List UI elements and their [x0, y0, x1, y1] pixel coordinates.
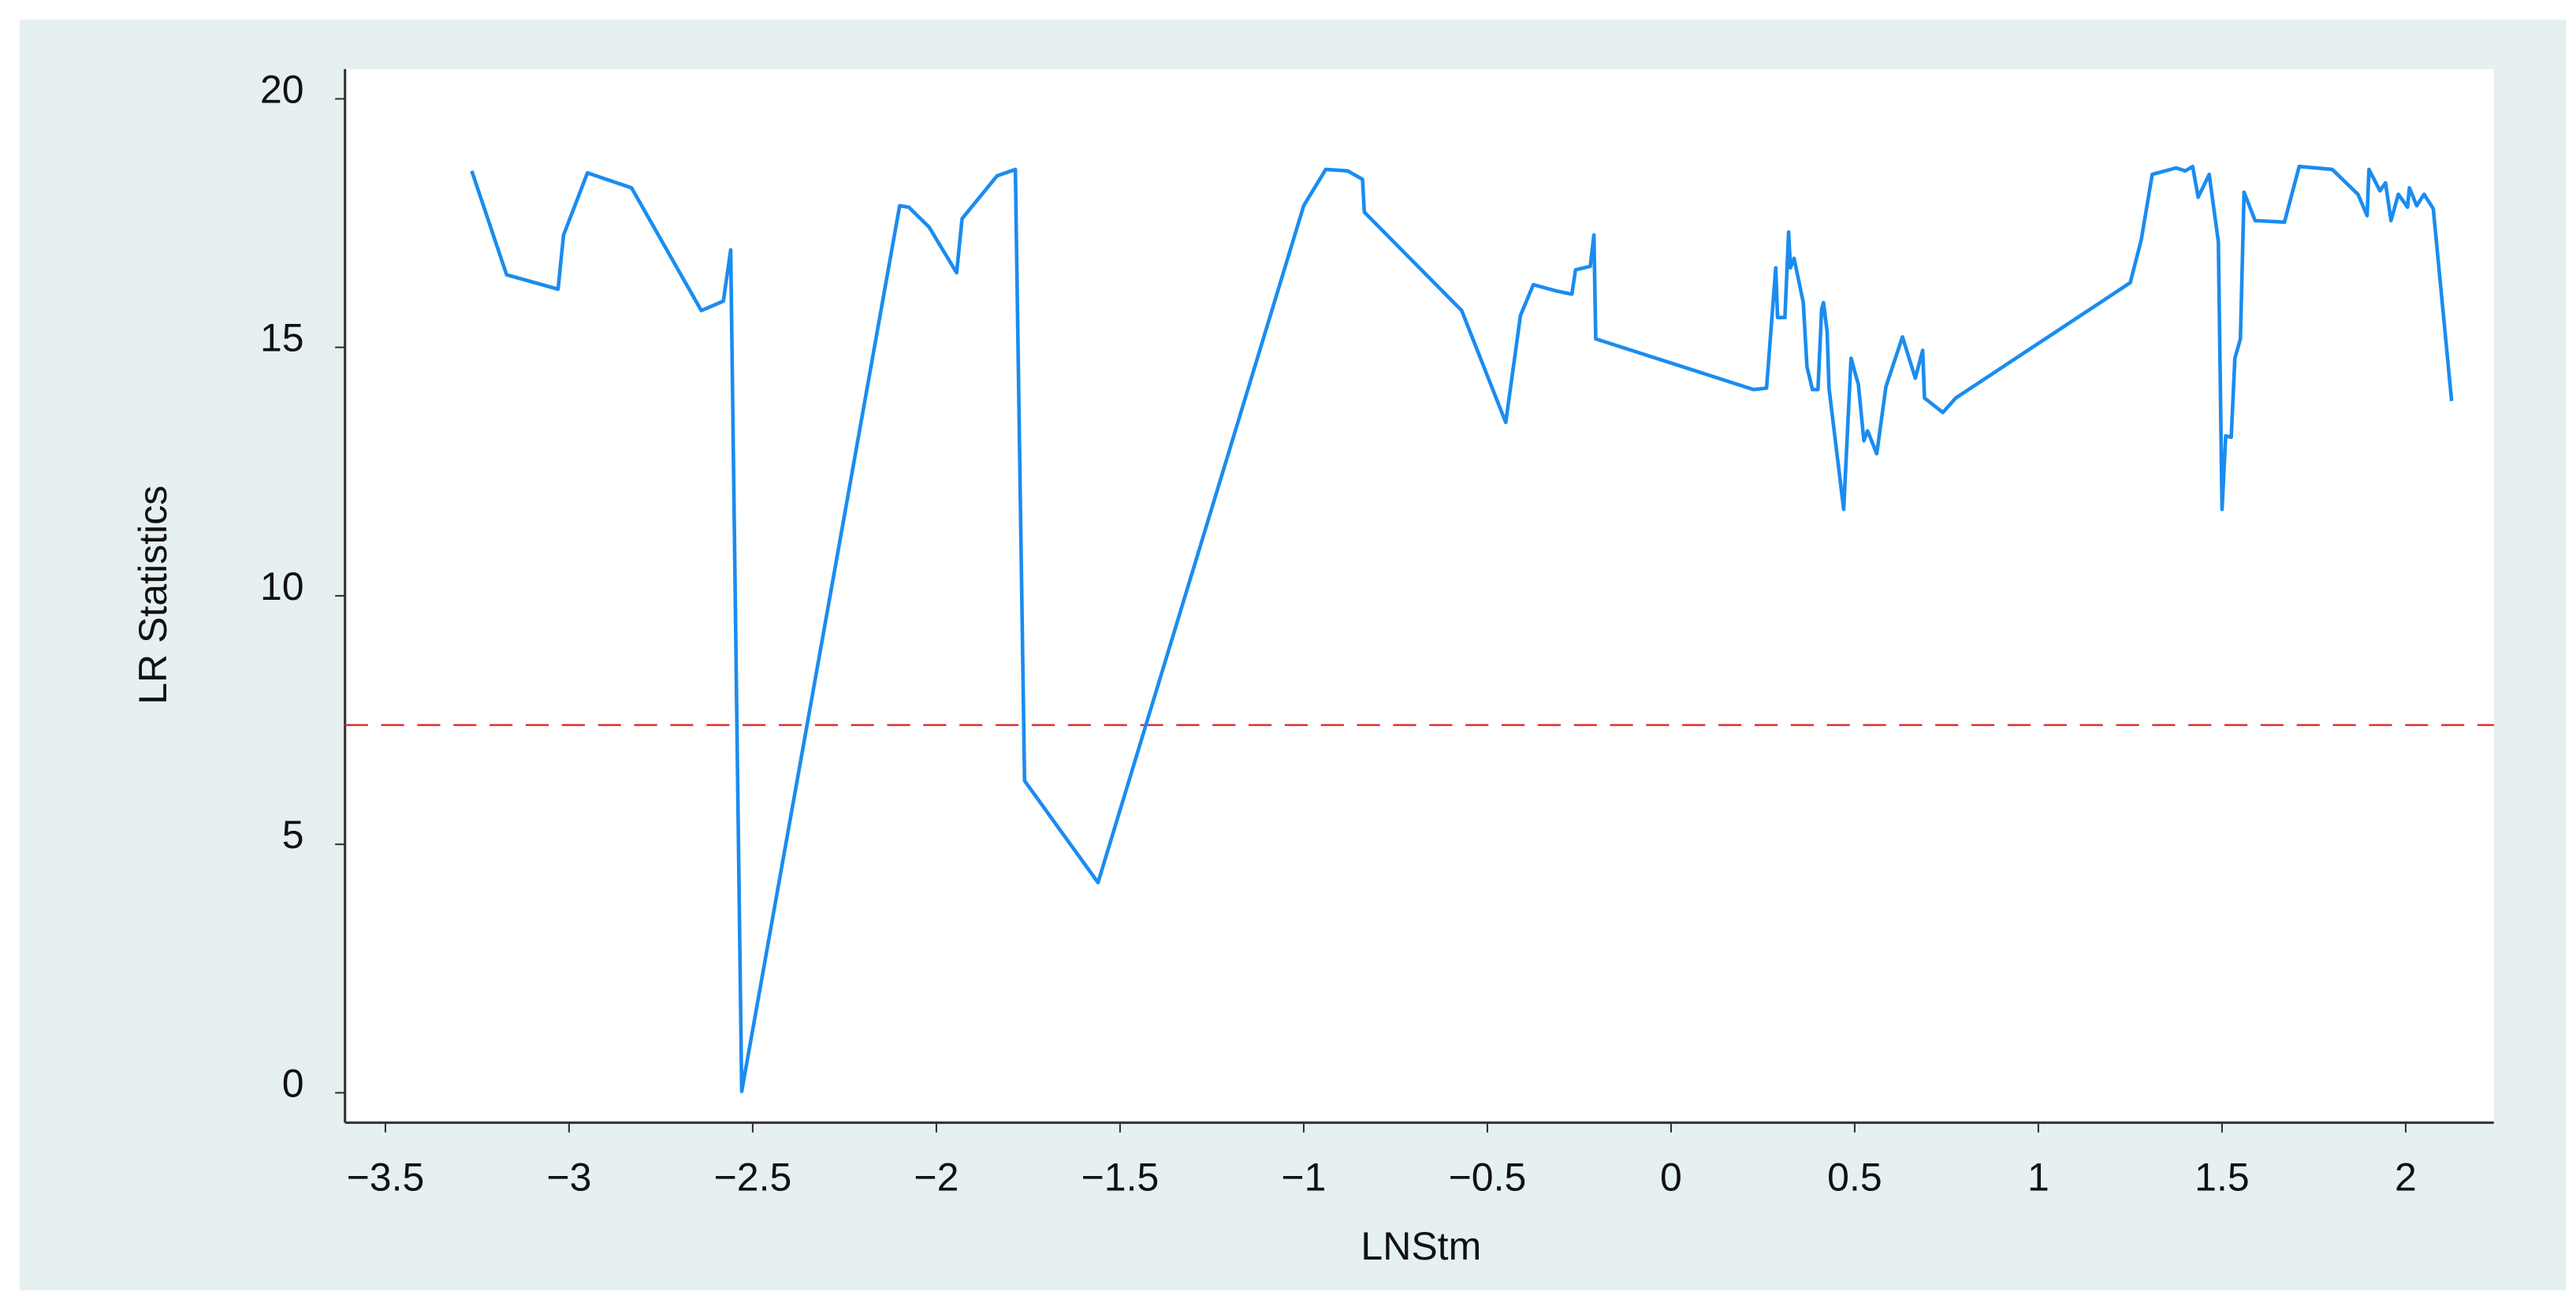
x-tick-label: −1.5 [1081, 1155, 1160, 1199]
x-tick-label: 1 [2027, 1155, 2049, 1199]
y-tick-label: 10 [260, 564, 304, 608]
x-tick-label: −2.5 [714, 1155, 792, 1199]
y-tick-label: 0 [282, 1061, 304, 1105]
y-tick-label: 15 [260, 316, 304, 360]
plot-area [344, 69, 2494, 1123]
x-tick-label: −3.5 [347, 1155, 425, 1199]
y-tick-label: 20 [260, 67, 304, 111]
x-tick-label: 2 [2395, 1155, 2417, 1199]
x-tick-label: 1.5 [2194, 1155, 2250, 1199]
y-tick-label: 5 [282, 813, 304, 857]
x-tick-label: 0 [1660, 1155, 1682, 1199]
x-axis-label: LNStm [1361, 1224, 1481, 1268]
x-tick-label: −2 [914, 1155, 959, 1199]
data-line [470, 164, 2454, 1093]
x-tick-label: −1 [1281, 1155, 1326, 1199]
y-axis-label: LR Statistics [131, 486, 175, 705]
x-tick-label: 0.5 [1827, 1155, 1882, 1199]
x-tick-label: −0.5 [1449, 1155, 1527, 1199]
x-tick-label: −3 [546, 1155, 591, 1199]
